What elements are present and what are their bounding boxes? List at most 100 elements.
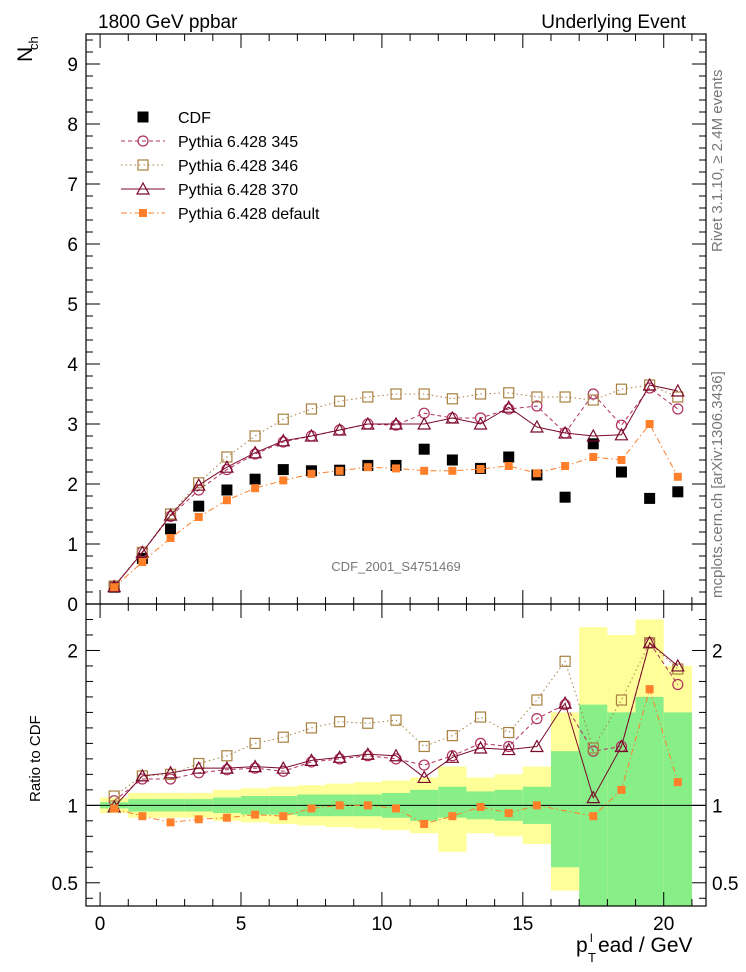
ratio-data-point [420,819,429,828]
ratio-data-point [219,760,234,774]
legend-entry-label: Pythia 6.428 345 [178,134,298,151]
ratio-data-point [222,813,231,822]
main-data-point [219,459,234,473]
ratio-data-point [276,760,291,774]
left-title: 1800 GeV ppbar [98,12,238,33]
y-tick-label: 6 [67,235,78,256]
ratio-data-point [418,740,430,753]
main-data-point [163,507,178,521]
ratio-data-point [474,711,487,723]
ratio-data-point [614,739,629,753]
main-data-point [672,486,684,498]
main-data-point [221,484,233,496]
main-series-line [113,384,679,587]
main-data-point [110,583,119,592]
ratio-y-tick-label-right: 1 [712,796,723,817]
ratio-data-point [362,750,374,762]
ratio-data-point [249,737,261,749]
ratio-series-line [114,687,679,825]
main-data-point [362,391,374,403]
rivet-label: Rivet 3.1.10, ≥ 2.4M events [709,70,726,253]
ratio-data-point [279,812,288,821]
main-data-point [615,466,627,478]
main-data-point [418,443,430,455]
ratio-data-point [334,753,346,765]
ratio-series-line [113,641,679,808]
y-label-main: N [14,47,37,62]
main-data-point [559,391,571,403]
main-data-point [503,387,515,399]
main-data-point [558,425,573,439]
y-tick-label: 1 [67,535,78,556]
main-series-line [113,387,679,587]
ratio-data-point [642,635,657,649]
y-tick-label: 9 [67,55,78,76]
ratio-data-point [363,801,372,810]
main-data-point [446,393,458,405]
main-data-point [390,388,402,400]
main-plot-panel: 0 1 2 3 4 5 6 7 8 9 [67,33,707,616]
x-label-sup: l [590,931,593,945]
ratio-data-point [670,658,685,672]
main-y-label: N ch [14,36,41,62]
x-tick-label: 0 [95,914,106,935]
ratio-data-point [503,726,515,739]
main-data-point [448,466,457,475]
main-data-point [249,430,261,442]
main-data-point [251,484,260,493]
ratio-data-point [392,804,400,813]
y-tick-label: 5 [67,295,78,316]
ratio-y-tick-label: 1 [67,796,78,817]
ratio-data-point [248,759,263,773]
main-data-point [249,473,261,485]
main-data-point [193,477,205,489]
band-inner-bin [551,751,580,868]
legend-marker [137,159,149,171]
ratio-data-point [645,685,654,694]
main-data-point [504,462,513,470]
main-data-point [305,403,318,415]
ratio-data-point [249,762,261,774]
main-data-point [360,416,375,430]
legend-entry-label: Pythia 6.428 346 [178,158,298,175]
main-data-point [474,388,487,400]
ratio-y-tick-label-right: 0.5 [712,874,738,895]
ratio-data-point [221,750,233,762]
ratio-data-point [417,770,432,784]
y-label-main-sub: ch [26,36,41,50]
ratio-data-point [587,742,599,754]
main-data-point [589,453,598,461]
ratio-plot-panel: 0.5 0.51 12 20 5 10 15 20 [52,603,738,935]
x-tick-label: 20 [653,914,674,935]
main-data-point [335,466,344,475]
ratio-data-point [672,678,684,691]
main-data-point [474,412,487,424]
main-data-point [249,448,261,460]
main-data-point [614,427,629,441]
x-label-p: p [576,934,588,957]
main-data-point [304,428,319,442]
main-data-point [642,377,657,391]
main-data-point [307,469,316,478]
ratio-data-point [360,746,375,760]
main-data-point [529,419,544,433]
ratio-data-point [504,809,513,818]
ratio-data-point [110,804,119,813]
main-data-point [617,456,626,464]
ratio-data-point [529,739,544,753]
ratio-data-point [559,699,571,711]
ratio-data-point [586,790,601,804]
ratio-data-point [531,713,543,725]
main-data-point [193,500,205,512]
ratio-data-point [589,812,598,821]
main-data-point [531,391,543,403]
legend-marker [139,209,147,217]
legend-entry-label: CDF [178,110,211,127]
ratio-data-point [445,750,460,763]
x-tick-label: 5 [236,914,247,935]
ratio-data-point [135,768,150,782]
main-series-line [113,384,678,587]
y-tick-label: 3 [67,415,78,436]
ratio-data-point [166,818,175,827]
